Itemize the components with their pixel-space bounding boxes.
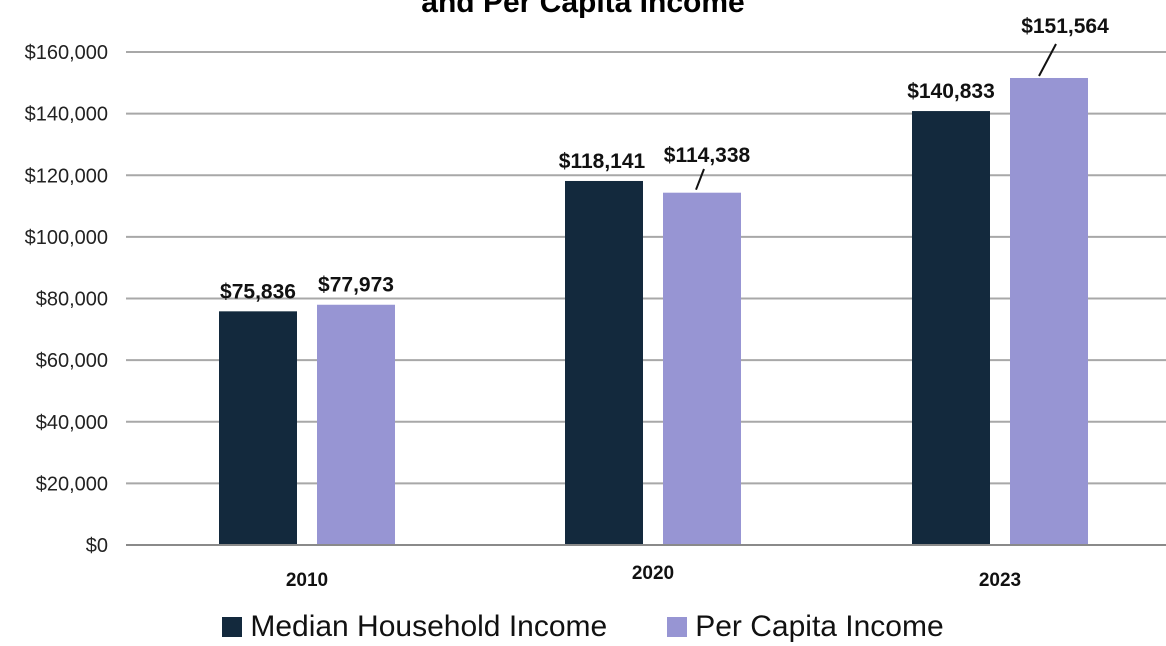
y-tick-label: $20,000 bbox=[36, 473, 108, 495]
y-tick-label: $0 bbox=[86, 535, 108, 557]
y-tick-label: $80,000 bbox=[36, 289, 108, 311]
y-tick-label: $160,000 bbox=[25, 42, 108, 64]
y-tick-label: $60,000 bbox=[36, 350, 108, 372]
legend-label-per-capita: Per Capita Income bbox=[695, 610, 944, 643]
legend: Median Household Income Per Capita Incom… bbox=[0, 610, 1166, 644]
y-tick-label: $140,000 bbox=[25, 104, 108, 126]
bar bbox=[663, 192, 741, 545]
data-label: $114,338 bbox=[664, 144, 751, 167]
bar bbox=[219, 311, 297, 545]
y-tick-label: $40,000 bbox=[36, 412, 108, 434]
legend-item-median: Median Household Income bbox=[222, 610, 607, 644]
bar bbox=[1010, 77, 1088, 546]
legend-item-per-capita: Per Capita Income bbox=[667, 610, 944, 644]
data-label-leader bbox=[1038, 43, 1057, 77]
data-label: $77,973 bbox=[318, 274, 394, 297]
category-label: 2020 bbox=[632, 563, 674, 584]
legend-swatch-per-capita bbox=[667, 617, 688, 637]
data-label-leader bbox=[695, 168, 705, 191]
data-label: $140,833 bbox=[907, 80, 995, 103]
chart-title: and Per Capita Income bbox=[421, 0, 745, 19]
legend-swatch-median bbox=[222, 617, 243, 637]
category-label: 2010 bbox=[286, 570, 328, 591]
y-tick-label: $100,000 bbox=[25, 227, 108, 249]
legend-label-median: Median Household Income bbox=[250, 610, 608, 643]
bar bbox=[912, 111, 990, 545]
data-label: $118,141 bbox=[559, 150, 646, 173]
bar bbox=[565, 180, 643, 546]
bar bbox=[317, 304, 395, 545]
category-label: 2023 bbox=[979, 570, 1021, 591]
data-label: $151,564 bbox=[1021, 15, 1109, 38]
y-tick-label: $120,000 bbox=[25, 165, 108, 187]
data-label: $75,836 bbox=[220, 280, 296, 303]
